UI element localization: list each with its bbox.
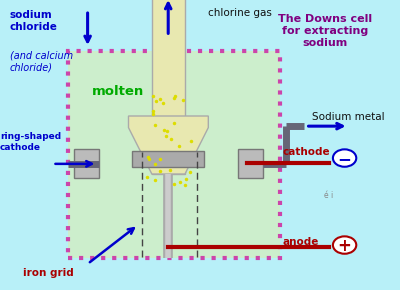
Text: +: + [338,237,352,255]
Bar [74,149,99,178]
Text: ring-shaped
cathode: ring-shaped cathode [0,133,61,152]
Bar [152,0,185,174]
Text: (and calcium
chloride): (and calcium chloride) [10,51,73,72]
Text: Sodium metal: Sodium metal [312,113,384,122]
Text: cathode: cathode [282,147,330,157]
Text: chlorine gas: chlorine gas [208,8,272,18]
Bar [68,51,280,258]
Bar [68,51,280,258]
Bar [132,151,204,167]
Polygon shape [128,116,208,174]
Text: sodium
chloride: sodium chloride [10,10,58,32]
Text: iron grid: iron grid [23,268,74,278]
Text: −: − [338,150,352,168]
Text: The Downs cell
for extracting
sodium: The Downs cell for extracting sodium [278,14,372,48]
Circle shape [333,236,356,254]
Text: é i: é i [324,191,334,200]
Circle shape [333,149,356,167]
Text: molten: molten [92,85,144,98]
Bar [238,149,263,178]
Text: anode: anode [282,237,319,247]
